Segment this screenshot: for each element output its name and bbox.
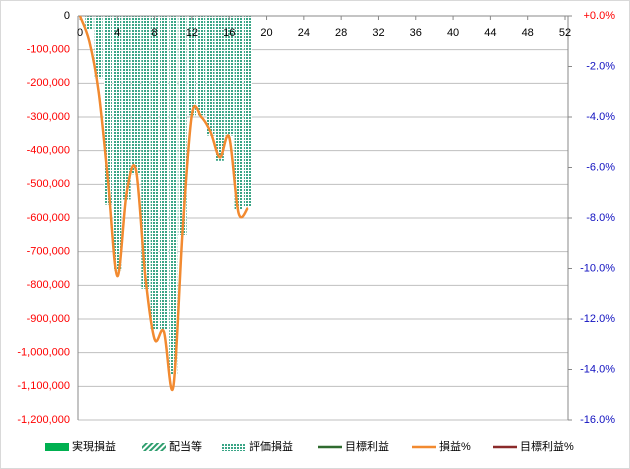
legend-label: 評価損益 xyxy=(249,439,293,453)
x-tick-label: 28 xyxy=(335,27,347,39)
bar xyxy=(141,16,150,289)
bar xyxy=(85,16,94,30)
legend-label: 目標利益% xyxy=(520,439,574,453)
bar xyxy=(197,16,206,116)
bar xyxy=(187,16,196,116)
y-tick-label: 0 xyxy=(64,10,70,22)
x-tick-label: 48 xyxy=(522,27,534,39)
bar xyxy=(206,16,215,136)
y-tick-label: -300,000 xyxy=(27,111,70,123)
x-tick-label: 32 xyxy=(372,27,384,39)
x-tick-label: 0 xyxy=(77,27,83,39)
y-tick-label: -700,000 xyxy=(27,246,70,258)
bar xyxy=(122,16,131,200)
x-tick-label: 12 xyxy=(186,27,198,39)
y2-tick-label: -10.0% xyxy=(580,262,615,274)
bar xyxy=(113,16,122,271)
x-tick-label: 16 xyxy=(223,27,235,39)
bar xyxy=(225,16,234,136)
legend-label: 目標利益 xyxy=(345,439,389,453)
line-series xyxy=(78,15,249,392)
y-tick-label: -400,000 xyxy=(27,145,70,157)
legend-swatch xyxy=(222,443,246,451)
bar xyxy=(215,16,224,161)
y-tick-label: -600,000 xyxy=(27,212,70,224)
legend-swatch xyxy=(142,443,166,451)
bar xyxy=(150,16,159,330)
y-tick-label: -200,000 xyxy=(27,77,70,89)
x-tick-label: 52 xyxy=(559,27,571,39)
legend-swatch xyxy=(45,443,69,451)
legend-label: 損益% xyxy=(439,439,471,453)
y2-tick-label: -16.0% xyxy=(580,414,615,426)
x-tick-label: 24 xyxy=(298,27,310,39)
y2-tick-label: +0.0% xyxy=(584,10,616,22)
y-tick-label: -1,100,000 xyxy=(17,380,70,392)
y2-tick-label: -8.0% xyxy=(586,212,615,224)
y-tick-label: -900,000 xyxy=(27,313,70,325)
y2-tick-label: -14.0% xyxy=(580,363,615,375)
y-tick-label: -800,000 xyxy=(27,279,70,291)
bar xyxy=(104,16,112,205)
x-tick-label: 20 xyxy=(260,27,272,39)
bar xyxy=(94,16,103,79)
x-tick-label: 40 xyxy=(447,27,459,39)
y2-tick-label: -4.0% xyxy=(586,111,615,123)
x-tick-label: 36 xyxy=(410,27,422,39)
y2-tick-label: -6.0% xyxy=(586,161,615,173)
bar xyxy=(159,16,168,330)
y-tick-label: -1,000,000 xyxy=(17,347,70,359)
legend-label: 配当等 xyxy=(169,439,202,453)
bar xyxy=(243,16,252,207)
bar xyxy=(234,16,243,210)
bar xyxy=(178,16,187,235)
y-tick-label: -100,000 xyxy=(27,44,70,56)
x-tick-label: 4 xyxy=(114,27,120,39)
x-tick-label: 8 xyxy=(152,27,158,39)
legend-label: 実現損益 xyxy=(72,439,116,453)
y2-tick-label: -2.0% xyxy=(586,60,615,72)
y-tick-label: -500,000 xyxy=(27,178,70,190)
bar xyxy=(169,16,178,375)
bar xyxy=(131,16,140,175)
y2-tick-label: -12.0% xyxy=(580,313,615,325)
x-tick-label: 44 xyxy=(484,27,496,39)
y-tick-label: -1,200,000 xyxy=(17,414,70,426)
